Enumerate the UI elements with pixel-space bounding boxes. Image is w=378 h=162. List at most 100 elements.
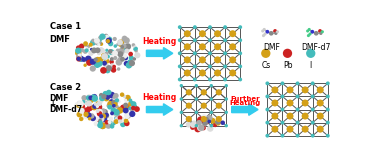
Circle shape [127,59,133,65]
Circle shape [96,58,102,64]
Circle shape [195,84,198,87]
Circle shape [85,56,92,62]
Circle shape [96,109,100,113]
Circle shape [263,33,266,36]
Circle shape [296,108,299,111]
Circle shape [184,43,191,50]
Circle shape [193,25,197,29]
Circle shape [82,100,85,104]
Circle shape [94,61,101,68]
Circle shape [125,62,132,69]
Circle shape [124,43,131,50]
Circle shape [265,81,269,85]
Circle shape [119,48,125,54]
Circle shape [274,32,277,35]
Circle shape [117,107,123,114]
Circle shape [98,120,103,125]
Circle shape [122,43,127,48]
Circle shape [225,84,228,87]
Circle shape [117,100,121,104]
Circle shape [90,59,96,65]
Circle shape [265,121,269,125]
Circle shape [94,102,97,106]
Circle shape [128,101,133,106]
Circle shape [94,62,99,67]
Circle shape [113,44,117,48]
Circle shape [77,53,80,56]
Circle shape [199,43,206,50]
Circle shape [223,64,227,68]
Circle shape [123,95,126,98]
Circle shape [197,116,204,123]
Circle shape [102,55,108,60]
Circle shape [317,113,324,120]
Circle shape [229,30,236,37]
Circle shape [193,38,197,42]
Circle shape [117,40,123,45]
Circle shape [91,104,97,110]
Circle shape [128,52,133,56]
Text: Heating: Heating [229,100,260,106]
Circle shape [206,117,210,120]
Circle shape [112,109,116,113]
Circle shape [119,49,124,54]
Circle shape [195,97,198,101]
Circle shape [126,114,131,119]
Circle shape [302,126,308,133]
Circle shape [104,58,110,64]
Circle shape [112,104,116,108]
Circle shape [124,113,130,119]
Circle shape [124,56,128,60]
Circle shape [131,101,136,107]
Circle shape [206,115,212,121]
Circle shape [225,97,228,101]
Circle shape [100,67,104,71]
Circle shape [78,53,82,57]
Circle shape [99,122,106,129]
Circle shape [311,81,314,85]
Circle shape [131,106,136,110]
Circle shape [123,103,128,108]
Circle shape [101,53,108,60]
Circle shape [85,48,89,52]
Circle shape [104,64,109,69]
Circle shape [106,120,113,126]
Circle shape [110,50,116,55]
Circle shape [223,51,227,55]
Circle shape [96,109,103,115]
Circle shape [99,117,104,122]
Circle shape [110,63,114,67]
Circle shape [121,38,126,43]
Circle shape [122,36,127,41]
Circle shape [80,104,85,109]
Circle shape [76,45,81,50]
Circle shape [184,56,191,63]
Circle shape [106,39,110,43]
Circle shape [124,121,130,126]
Circle shape [287,87,293,93]
Circle shape [113,56,117,60]
Circle shape [85,112,90,117]
Circle shape [317,87,324,93]
Circle shape [94,121,99,126]
Circle shape [125,95,131,101]
Circle shape [178,64,182,68]
Circle shape [100,124,105,129]
Circle shape [101,97,104,100]
Circle shape [96,104,102,110]
Circle shape [86,60,93,66]
Circle shape [124,49,130,54]
Circle shape [115,49,121,55]
Circle shape [207,125,214,132]
Circle shape [94,38,99,43]
Circle shape [76,57,81,61]
Circle shape [104,52,108,56]
Circle shape [120,93,124,97]
Circle shape [201,126,206,130]
Circle shape [113,102,118,106]
Circle shape [208,64,212,68]
Circle shape [326,134,330,138]
Circle shape [94,39,98,42]
Circle shape [123,107,129,113]
Circle shape [90,48,93,51]
